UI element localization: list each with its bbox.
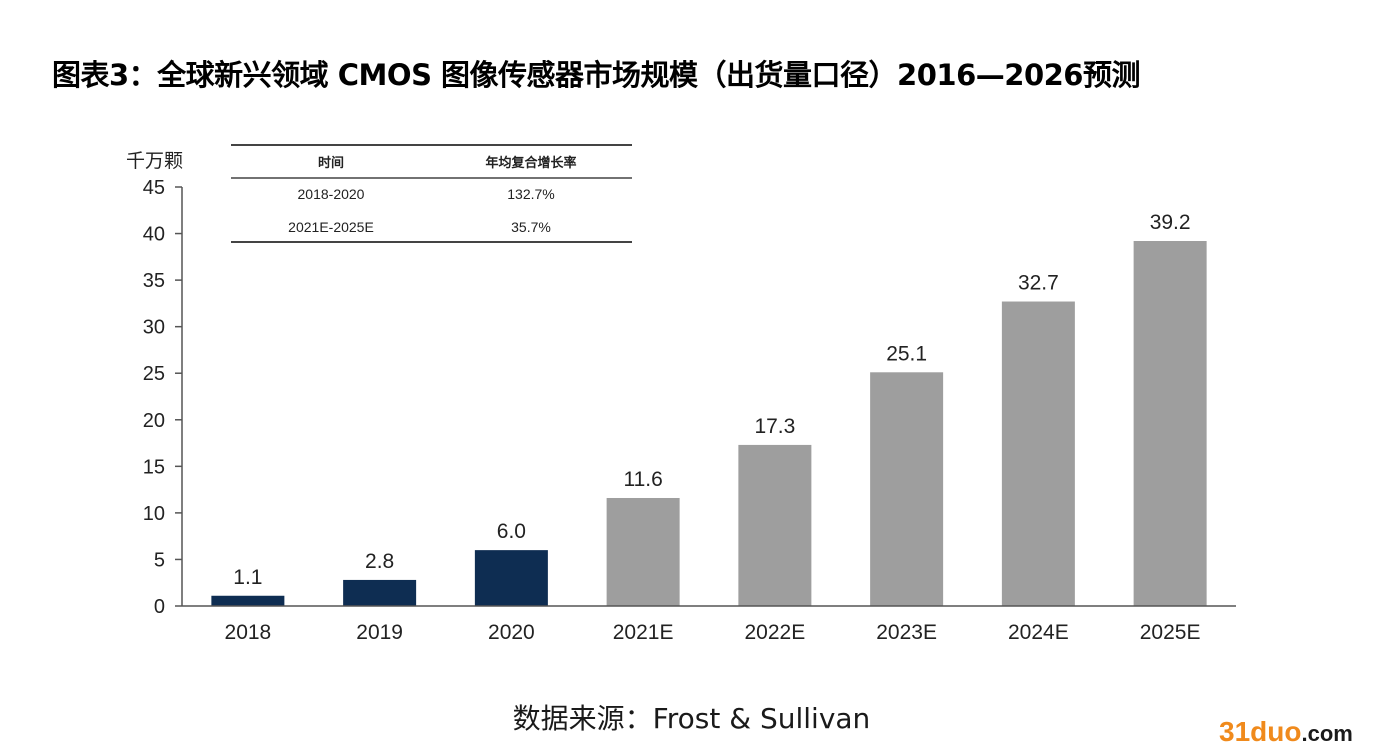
bar-chart: 千万颗 0 5 10 15 20 25 30 35 40 45 1.1 2.8 6.0 11.6 17.3… [126, 144, 1236, 644]
bar [738, 444, 812, 606]
data-label: 2.8 [365, 550, 394, 573]
x-tick-label: 2021E [613, 621, 674, 644]
x-tick-label: 2018 [225, 621, 272, 644]
data-label: 39.2 [1150, 211, 1191, 234]
bar [343, 579, 417, 606]
chart-title: 图表3：全球新兴领域 CMOS 图像传感器市场规模（出货量口径）2016—202… [52, 58, 1140, 92]
x-tick-label: 2023E [876, 621, 937, 644]
x-tick-label: 2025E [1140, 621, 1201, 644]
table-header-period: 时间 [318, 155, 344, 171]
y-tick-label: 25 [143, 363, 165, 385]
y-tick-label: 10 [143, 503, 165, 525]
watermark-logo: 31duo.com [1219, 716, 1353, 748]
data-label: 17.3 [754, 415, 795, 438]
y-tick-label: 5 [154, 549, 165, 571]
bar [1133, 241, 1207, 606]
y-tick-label: 45 [143, 177, 165, 199]
x-tick-label: 2024E [1008, 621, 1069, 644]
bar [870, 372, 944, 606]
y-tick-label: 20 [143, 410, 165, 432]
data-label: 1.1 [233, 566, 262, 589]
bar [606, 497, 680, 606]
bar [474, 550, 548, 606]
data-label: 6.0 [497, 520, 526, 543]
cagr-table: 时间 年均复合增长率 2018-2020 132.7% 2021E-2025E … [231, 144, 632, 243]
watermark-part-2: .com [1301, 721, 1353, 746]
source-note: 数据来源：Frost & Sullivan [512, 702, 871, 735]
y-tick-label: 40 [143, 224, 165, 246]
y-tick-label: 0 [154, 596, 165, 618]
y-tick-label: 15 [143, 456, 165, 478]
bar [1001, 301, 1075, 606]
x-tick-label: 2022E [745, 621, 806, 644]
data-label: 32.7 [1018, 272, 1059, 295]
table-cell-cagr: 35.7% [511, 219, 551, 235]
x-tick-label: 2020 [488, 621, 535, 644]
y-tick-label: 30 [143, 317, 165, 339]
y-axis-unit-label: 千万颗 [126, 150, 183, 172]
table-header-cagr: 年均复合增长率 [485, 155, 576, 171]
data-label: 25.1 [886, 342, 927, 365]
table-cell-period: 2018-2020 [298, 186, 365, 202]
table-cell-period: 2021E-2025E [288, 219, 374, 235]
watermark-part-1: 31duo [1219, 716, 1302, 747]
bars: 1.1 2.8 6.0 11.6 17.3 25.1 32.7 39.2 [211, 211, 1207, 606]
y-axis: 0 5 10 15 20 25 30 35 40 45 [143, 177, 183, 618]
y-tick-label: 35 [143, 270, 165, 292]
x-tick-label: 2019 [356, 621, 403, 644]
x-axis: 2018 2019 2020 2021E 2022E 2023E 2024E 2025E [182, 605, 1236, 644]
table-cell-cagr: 132.7% [507, 186, 554, 202]
data-label: 11.6 [623, 468, 662, 491]
bar [211, 595, 285, 606]
